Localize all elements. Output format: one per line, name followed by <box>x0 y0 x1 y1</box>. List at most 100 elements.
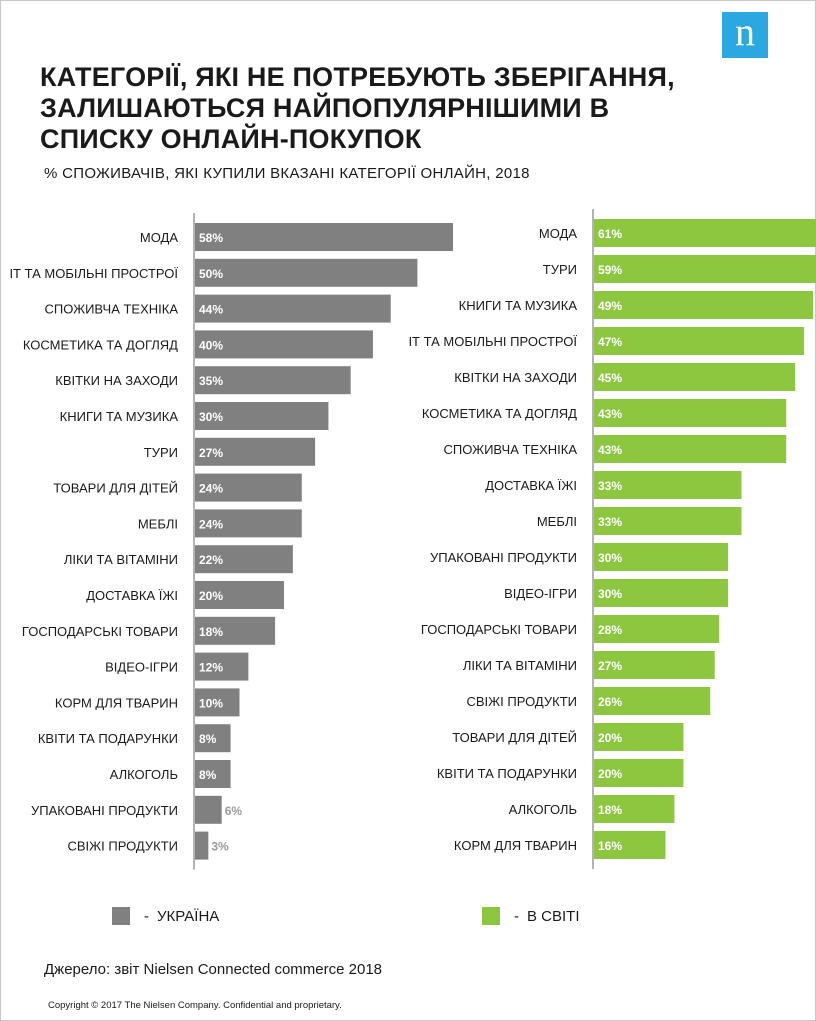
bar-world <box>594 651 715 679</box>
bar-world <box>594 363 796 391</box>
value-label-world: 27% <box>598 659 622 673</box>
category-label-world: ІТ ТА МОБІЛЬНІ ПРОСТРОЇ <box>408 334 577 349</box>
value-label-ukraine: 20% <box>199 589 223 603</box>
category-label-world: СПОЖИВЧА ТЕХНІКА <box>444 442 578 457</box>
legend-swatch-world <box>482 907 500 925</box>
value-label-world: 33% <box>598 515 622 529</box>
category-label-ukraine: МОДА <box>140 230 178 245</box>
bar-ukraine <box>195 402 329 430</box>
category-label-world: СВІЖІ ПРОДУКТИ <box>466 694 577 709</box>
category-label-world: МОДА <box>539 226 577 241</box>
bar-ukraine <box>195 366 351 395</box>
bar-ukraine <box>195 831 209 860</box>
value-label-world: 20% <box>598 731 622 745</box>
copyright-note: Copyright © 2017 The Nielsen Company. Co… <box>48 1000 342 1011</box>
bar-world <box>594 435 787 463</box>
category-label-world: ГОСПОДАРСЬКІ ТОВАРИ <box>421 622 577 637</box>
value-label-ukraine: 18% <box>199 625 223 639</box>
bar-world <box>594 795 675 823</box>
bar-ukraine <box>195 688 240 717</box>
value-label-ukraine: 10% <box>199 696 223 710</box>
value-label-world: 49% <box>598 299 622 313</box>
category-label-world: КВІТКИ НА ЗАХОДИ <box>454 370 577 385</box>
bar-ukraine <box>195 760 231 788</box>
source-note: Джерело: звіт Nielsen Connected commerce… <box>44 961 382 978</box>
chart-panel-ukraine: МОДА 58% ІТ ТА МОБІЛЬНІ ПРОСТРОЇ 50% СПОЖИВЧ… <box>9 213 453 870</box>
category-label-ukraine: КОРМ ДЛЯ ТВАРИН <box>55 695 178 710</box>
value-label-ukraine: 22% <box>199 553 223 567</box>
value-label-ukraine: 12% <box>199 661 223 675</box>
category-label-world: АЛКОГОЛЬ <box>509 802 577 817</box>
value-label-ukraine: 6% <box>225 804 243 818</box>
value-label-world: 59% <box>598 263 622 277</box>
category-label-ukraine: ВІДЕО-ІГРИ <box>105 660 178 675</box>
category-label-ukraine: СВІЖІ ПРОДУКТИ <box>67 839 178 854</box>
value-label-world: 33% <box>598 479 622 493</box>
title-line-2: ЗАЛИШАЮТЬСЯ НАЙПОПУЛЯРНІШИМИ В <box>40 93 610 123</box>
bar-ukraine <box>195 724 231 753</box>
bar-world <box>594 831 666 859</box>
value-label-world: 26% <box>598 695 622 709</box>
value-label-ukraine: 27% <box>199 446 223 460</box>
bar-world <box>594 219 816 247</box>
bar-ukraine <box>195 652 249 681</box>
category-label-ukraine: СПОЖИВЧА ТЕХНІКА <box>45 302 179 317</box>
value-label-world: 30% <box>598 587 622 601</box>
bar-world <box>594 723 684 751</box>
bar-world <box>594 291 814 319</box>
category-label-ukraine: ГОСПОДАРСЬКІ ТОВАРИ <box>22 624 178 639</box>
value-label-world: 30% <box>598 551 622 565</box>
page-title: КАТЕГОРІЇ, ЯКІ НЕ ПОТРЕБУЮТЬ ЗБЕРІГАННЯ,… <box>40 62 730 155</box>
value-label-world: 61% <box>598 227 622 241</box>
category-label-ukraine: ЛІКИ ТА ВІТАМІНИ <box>64 552 178 567</box>
category-label-world: ДОСТАВКА ЇЖІ <box>485 478 577 493</box>
category-label-ukraine: КОСМЕТИКА ТА ДОГЛЯД <box>23 337 178 352</box>
value-label-world: 47% <box>598 335 622 349</box>
bar-ukraine <box>195 223 453 251</box>
value-label-world: 43% <box>598 443 622 457</box>
legend-item-world: - В СВІТІ <box>482 906 580 926</box>
bar-world <box>594 759 684 787</box>
chart-subtitle: % СПОЖИВАЧІВ, ЯКІ КУПИЛИ ВКАЗАНІ КАТЕГОР… <box>44 165 530 182</box>
category-label-world: КОСМЕТИКА ТА ДОГЛЯД <box>422 406 577 421</box>
category-label-world: ТОВАРИ ДЛЯ ДІТЕЙ <box>452 730 577 745</box>
value-label-ukraine: 35% <box>199 374 223 388</box>
value-label-ukraine: 50% <box>199 267 223 281</box>
category-label-ukraine: АЛКОГОЛЬ <box>110 767 178 782</box>
category-label-world: КВІТИ ТА ПОДАРУНКИ <box>437 766 577 781</box>
bar-ukraine <box>195 509 302 538</box>
bar-world <box>594 543 729 571</box>
bar-world <box>594 579 729 607</box>
value-label-ukraine: 24% <box>199 517 223 531</box>
value-label-ukraine: 30% <box>199 410 223 424</box>
category-label-world: МЕБЛІ <box>537 514 577 529</box>
legend-dash: - <box>144 907 149 925</box>
category-label-ukraine: МЕБЛІ <box>138 516 178 531</box>
category-label-ukraine: ТОВАРИ ДЛЯ ДІТЕЙ <box>53 481 178 496</box>
value-label-world: 18% <box>598 803 622 817</box>
category-label-ukraine: ТУРИ <box>144 445 178 460</box>
category-label-world: КНИГИ ТА МУЗИКА <box>459 298 578 313</box>
bar-world <box>594 687 711 715</box>
category-label-world: УПАКОВАНІ ПРОДУКТИ <box>430 550 577 565</box>
value-label-world: 20% <box>598 767 622 781</box>
value-label-ukraine: 8% <box>199 768 217 782</box>
value-label-world: 45% <box>598 371 622 385</box>
bar-world <box>594 255 816 283</box>
bar-world <box>594 399 787 427</box>
category-label-world: ЛІКИ ТА ВІТАМІНИ <box>463 658 577 673</box>
category-label-ukraine: КВІТИ ТА ПОДАРУНКИ <box>38 731 178 746</box>
bar-ukraine <box>195 473 302 502</box>
bar-world <box>594 471 742 499</box>
title-line-3: СПИСКУ ОНЛАЙН-ПОКУПОК <box>40 124 422 154</box>
category-label-ukraine: ІТ ТА МОБІЛЬНІ ПРОСТРОЇ <box>9 266 178 281</box>
bar-ukraine <box>195 330 373 359</box>
bar-ukraine <box>195 545 293 574</box>
value-label-world: 28% <box>598 623 622 637</box>
bar-ukraine <box>195 437 316 466</box>
value-label-world: 43% <box>598 407 622 421</box>
value-label-world: 16% <box>598 839 622 853</box>
category-label-ukraine: УПАКОВАНІ ПРОДУКТИ <box>31 803 178 818</box>
value-label-ukraine: 3% <box>211 840 229 854</box>
value-label-ukraine: 40% <box>199 338 223 352</box>
